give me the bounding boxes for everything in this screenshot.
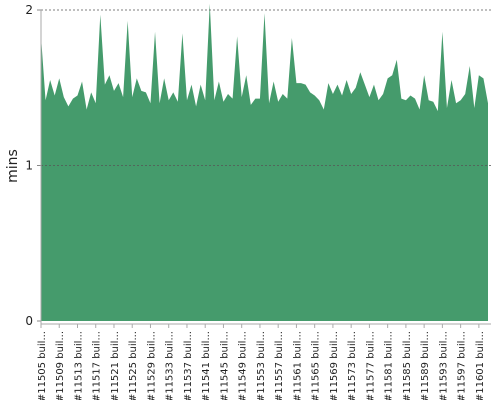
x-tick-label: #11601 buil... xyxy=(475,331,486,400)
y-tick-label: 0 xyxy=(25,314,33,328)
x-tick-label: #11529 buil... xyxy=(146,331,157,400)
x-tick-label: #11541 buil... xyxy=(201,331,212,400)
x-tick-label: #11577 buil... xyxy=(365,331,376,400)
x-tick-label: #11593 buil... xyxy=(438,331,449,400)
y-axis-label: mins xyxy=(5,149,21,183)
x-tick-label: #11517 buil... xyxy=(92,331,103,400)
x-tick-label: #11553 buil... xyxy=(256,331,267,400)
x-tick-label: #11585 buil... xyxy=(402,331,413,400)
x-tick-label: #11557 buil... xyxy=(274,331,285,400)
x-tick-label: #11513 buil... xyxy=(73,331,84,400)
x-tick-label: #11533 buil... xyxy=(165,331,176,400)
x-tick-label: #11589 buil... xyxy=(420,331,431,400)
x-tick-label: #11505 buil... xyxy=(37,331,48,400)
y-tick-label: 2 xyxy=(25,3,33,17)
x-tick-label: #11521 buil... xyxy=(110,331,121,400)
x-tick-label: #11549 buil... xyxy=(238,331,249,400)
x-tick-label: #11509 buil... xyxy=(55,331,66,400)
x-tick-label: #11565 buil... xyxy=(311,331,322,400)
y-tick-label: 1 xyxy=(25,159,33,173)
x-tick-label: #11537 buil... xyxy=(183,331,194,400)
x-tick-label: #11573 buil... xyxy=(347,331,358,400)
x-tick-label: #11545 buil... xyxy=(219,331,230,400)
x-tick-label: #11525 buil... xyxy=(128,331,139,400)
x-tick-label: #11561 buil... xyxy=(292,331,303,400)
x-tick-label: #11597 buil... xyxy=(457,331,468,400)
x-tick-label: #11569 buil... xyxy=(329,331,340,400)
x-tick-label: #11581 buil... xyxy=(384,331,395,400)
area xyxy=(41,3,488,322)
